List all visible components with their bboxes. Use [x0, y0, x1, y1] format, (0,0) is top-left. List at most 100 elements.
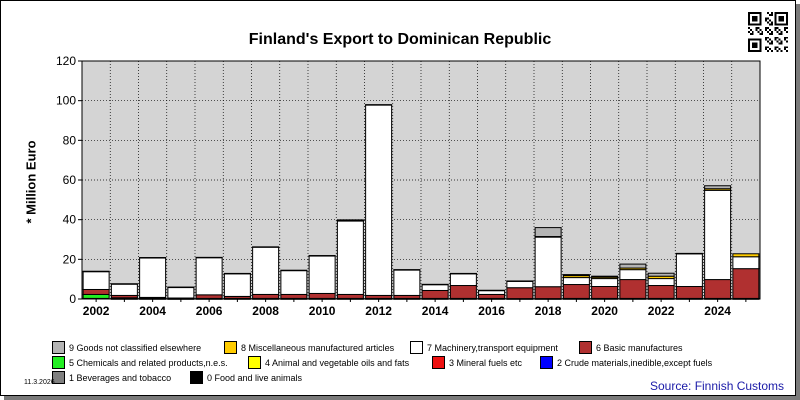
legend-swatch: [52, 356, 65, 369]
qr-module: [759, 40, 762, 43]
qr-module: [776, 36, 779, 39]
bar-segment: [647, 278, 675, 287]
y-tick-label: 20: [63, 252, 77, 266]
qr-module: [748, 13, 750, 16]
qr-module: [753, 17, 756, 20]
qr-module: [749, 38, 752, 41]
x-tick-label: 2002: [83, 304, 110, 318]
x-tick-label: 2018: [535, 304, 562, 318]
legend-item-2: 2 Crude materials,inedible,except fuels: [540, 356, 712, 369]
qr-module: [778, 23, 781, 26]
legend-label: 6 Basic manufactures: [596, 342, 683, 353]
x-tick-label: 2010: [309, 304, 336, 318]
qr-code-icon: [748, 12, 788, 52]
qr-module: [755, 50, 758, 52]
bar-segment: [308, 255, 336, 257]
qr-module: [749, 32, 752, 35]
qr-module: [774, 48, 777, 51]
qr-module: [748, 40, 750, 43]
bar-segment: [252, 246, 280, 248]
qr-module: [786, 31, 788, 33]
qr-module: [780, 31, 783, 33]
qr-module: [780, 42, 783, 45]
y-tick-label: 0: [69, 292, 76, 306]
bar-segment: [82, 270, 110, 273]
qr-module: [748, 48, 750, 51]
qr-module: [749, 29, 752, 32]
qr-module: [768, 42, 771, 45]
bar-segment: [562, 284, 590, 299]
legend-label: 9 Goods not classified elsewhere: [69, 342, 202, 353]
legend-swatch: [224, 341, 237, 354]
qr-module: [782, 15, 785, 18]
qr-module: [778, 17, 781, 20]
bar-segment: [421, 284, 449, 291]
qr-module: [770, 23, 773, 26]
qr-module: [774, 38, 777, 41]
bar-segment: [139, 257, 167, 298]
qr-module: [778, 29, 781, 32]
qr-module: [755, 12, 758, 14]
legend-label: 8 Miscellaneous manufactured articles: [241, 342, 395, 353]
qr-module: [765, 46, 768, 49]
qr-module: [759, 32, 762, 35]
x-tick-label: 2006: [196, 304, 223, 318]
chart-title: Finland's Export to Dominican Republic: [248, 31, 552, 48]
qr-module: [751, 17, 754, 20]
x-tick-label: 2024: [704, 304, 731, 318]
legend-label: 5 Chemicals and related products,n.e.s.: [69, 357, 228, 368]
qr-module: [767, 50, 769, 52]
bar-segment: [647, 272, 675, 277]
x-tick-label: 2008: [252, 304, 279, 318]
qr-module: [778, 32, 781, 35]
bar-segment: [619, 279, 647, 299]
bar-segment: [110, 283, 138, 296]
qr-module: [749, 12, 752, 14]
qr-module: [780, 19, 783, 22]
qr-module: [780, 23, 783, 26]
bar-segment: [704, 279, 732, 299]
qr-module: [774, 27, 777, 30]
bar-segment: [421, 283, 449, 286]
x-tick-label: 2014: [422, 304, 449, 318]
qr-module: [780, 12, 783, 14]
qr-module: [759, 38, 762, 41]
qr-module: [782, 23, 785, 26]
qr-module: [759, 12, 762, 14]
bar-segment: [732, 268, 760, 299]
qr-module: [780, 32, 783, 35]
qr-module: [753, 42, 756, 45]
qr-module: [774, 17, 777, 20]
qr-module: [765, 38, 768, 41]
x-tick-label: 2004: [139, 304, 166, 318]
qr-module: [755, 42, 758, 45]
qr-module: [780, 40, 783, 43]
qr-module: [748, 27, 750, 30]
bar-segment: [82, 293, 110, 299]
qr-module: [757, 50, 760, 52]
qr-module: [751, 23, 754, 26]
qr-module: [780, 50, 783, 52]
qr-module: [759, 50, 762, 52]
legend-swatch: [410, 341, 423, 354]
bar-segment: [478, 293, 506, 299]
qr-module: [784, 46, 787, 49]
bar-segment: [365, 104, 393, 106]
bar-segment: [252, 246, 280, 295]
qr-module: [755, 38, 758, 41]
bar-segment: [365, 104, 393, 296]
qr-module: [757, 12, 760, 14]
legend-item-3: 3 Mineral fuels etc: [432, 356, 522, 369]
qr-module: [765, 29, 768, 32]
legend-label: 3 Mineral fuels etc: [449, 357, 523, 368]
qr-module: [759, 19, 762, 22]
qr-module: [768, 29, 771, 32]
legend-swatch: [579, 341, 592, 354]
y-tick-label: 80: [63, 133, 77, 147]
bar-segment: [393, 269, 421, 271]
legend-label: 4 Animal and vegetable oils and fats: [265, 357, 410, 368]
qr-module: [786, 50, 788, 52]
qr-module: [757, 23, 760, 26]
qr-module: [767, 12, 769, 14]
